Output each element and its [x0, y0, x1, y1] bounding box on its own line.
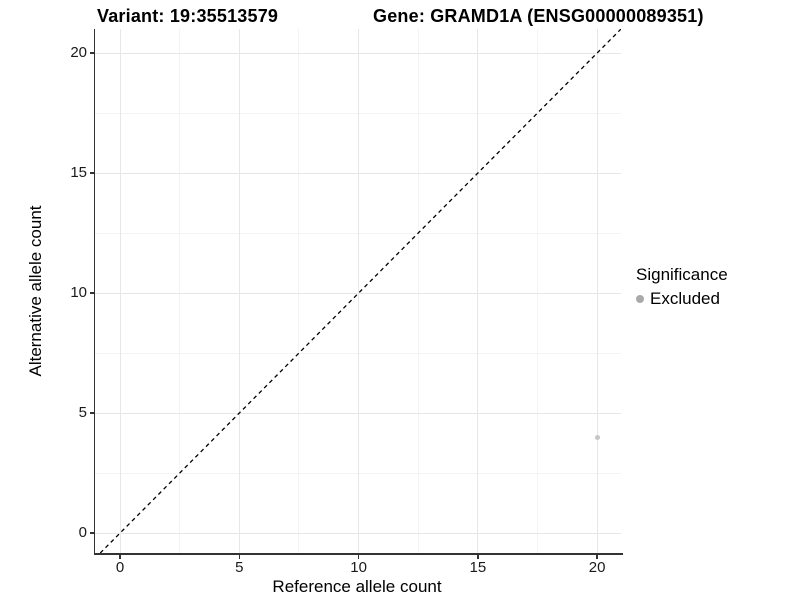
y-tick-label: 10 — [70, 284, 87, 302]
legend-item-label: Excluded — [650, 289, 720, 308]
major-gridline-horizontal — [95, 52, 621, 54]
minor-gridline-vertical — [417, 29, 419, 553]
major-gridline-vertical — [358, 29, 360, 553]
minor-gridline-vertical — [298, 29, 300, 553]
major-gridline-horizontal — [95, 532, 621, 534]
x-tick-label: 10 — [350, 559, 367, 576]
identity-reference-line — [99, 29, 621, 553]
x-axis-tick — [119, 554, 121, 559]
y-axis-line — [93, 29, 95, 555]
y-tick-label: 15 — [70, 164, 87, 182]
minor-gridline-horizontal — [95, 352, 621, 354]
legend-item-excluded: Excluded — [636, 289, 728, 309]
major-gridline-vertical — [596, 29, 598, 553]
legend-title: Significance — [636, 265, 728, 284]
x-axis-title: Reference allele count — [272, 577, 442, 596]
plot-panel — [95, 29, 621, 553]
y-tick-label: 20 — [70, 44, 87, 62]
x-tick-label: 15 — [469, 559, 487, 576]
y-axis-tick — [89, 52, 94, 54]
y-axis-title: Alternative allele count — [26, 205, 45, 377]
x-tick-label: 20 — [588, 559, 606, 576]
major-gridline-horizontal — [95, 292, 621, 294]
minor-gridline-horizontal — [95, 112, 621, 114]
x-tick-label: 0 — [115, 559, 125, 576]
major-gridline-horizontal — [95, 412, 621, 414]
excluded-key-dot-icon — [636, 295, 644, 303]
x-axis-tick — [596, 554, 598, 559]
y-axis-tick — [89, 172, 94, 174]
minor-gridline-vertical — [537, 29, 538, 553]
minor-gridline-vertical — [179, 29, 181, 553]
major-gridline-vertical — [477, 29, 479, 553]
minor-gridline-horizontal — [95, 232, 621, 234]
x-tick-label: 5 — [235, 559, 244, 576]
y-axis-tick — [89, 292, 94, 294]
legend: Significance Excluded — [636, 265, 728, 309]
variant-title: Variant: 19:35513579 — [97, 6, 279, 26]
major-gridline-vertical — [119, 29, 121, 553]
y-tick-label: 0 — [78, 524, 87, 542]
x-axis-tick — [477, 554, 479, 559]
major-gridline-horizontal — [95, 172, 621, 174]
gene-title: Gene: GRAMD1A (ENSG00000089351) — [373, 6, 704, 26]
x-axis-line — [93, 553, 623, 555]
x-axis-tick — [238, 554, 241, 559]
y-axis-tick — [89, 412, 94, 414]
y-tick-label: 5 — [78, 404, 87, 422]
y-axis-tick — [89, 532, 94, 534]
data-point-excluded — [594, 434, 600, 440]
x-axis-tick — [357, 554, 360, 559]
minor-gridline-horizontal — [95, 472, 621, 474]
major-gridline-vertical — [238, 29, 240, 553]
